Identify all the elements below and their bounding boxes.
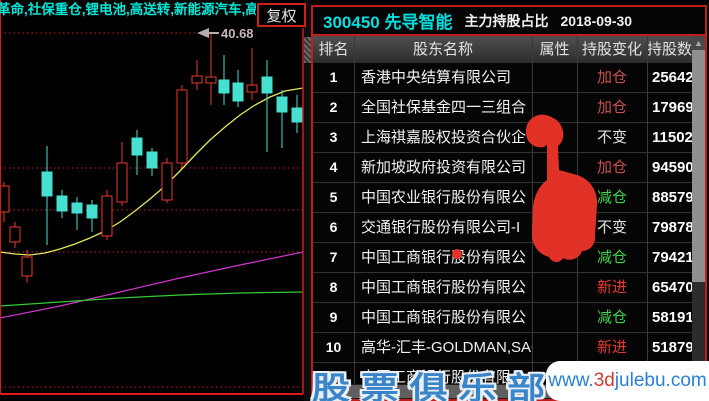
column-header[interactable]: 排名 bbox=[318, 41, 349, 58]
table-cell: 17969 bbox=[652, 99, 692, 116]
table-cell: 加仓 bbox=[596, 99, 627, 116]
fuquan-adjust-button[interactable]: 复权 bbox=[257, 3, 306, 27]
table-cell: 3 bbox=[329, 129, 338, 145]
table-cell bbox=[532, 213, 577, 243]
table-row[interactable]: 8 中国工商银行股份有限公 新进 65470 bbox=[313, 273, 692, 303]
table-cell: 减仓 bbox=[596, 309, 627, 326]
column-header[interactable]: 持股变化 bbox=[581, 41, 642, 58]
table-cell: 6 bbox=[329, 219, 338, 235]
scroll-left-icon[interactable]: ◀ bbox=[313, 384, 328, 399]
table-cell: 加仓 bbox=[596, 69, 627, 86]
stock-code-name: 300450 先导智能 bbox=[323, 13, 453, 32]
table-row[interactable]: 1 香港中央结算有限公司 加仓 25642 bbox=[313, 63, 692, 93]
table-cell: 中国工商银行股份有限公 bbox=[361, 279, 527, 296]
column-divider bbox=[532, 36, 533, 384]
table-cell: 交通银行股份有限公司-I bbox=[361, 219, 521, 236]
table-cell: 中国工商银行股份有限公 bbox=[361, 309, 527, 326]
table-cell: 新进 bbox=[596, 279, 627, 296]
table-row[interactable]: 10 高华-汇丰-GOLDMAN,SAC 新进 51879 bbox=[313, 333, 692, 363]
report-date: 2018-09-30 bbox=[560, 12, 633, 29]
table-cell: 8 bbox=[329, 279, 338, 295]
table-title-bar: 300450 先导智能 主力持股占比 2018-09-30 bbox=[313, 7, 705, 36]
url-prefix: www. bbox=[548, 370, 594, 391]
table-cell: 减仓 bbox=[596, 249, 627, 266]
column-header[interactable]: 属性 bbox=[539, 41, 570, 58]
candlestick-chart[interactable]: 40.68 bbox=[0, 0, 304, 401]
table-cell: 94590 bbox=[652, 159, 692, 176]
watermark-logo: 股票俱乐部 bbox=[312, 371, 556, 401]
table-cell bbox=[532, 123, 577, 153]
table-row[interactable]: 7 中国工商银行股份有限公 减仓 79421 bbox=[313, 243, 692, 273]
scroll-up-icon[interactable]: ▲ bbox=[692, 36, 705, 50]
svg-text:40.68: 40.68 bbox=[221, 26, 254, 41]
divider-scrollbar-thumb[interactable] bbox=[304, 37, 311, 63]
table-cell: 高华-汇丰-GOLDMAN,SAC bbox=[361, 339, 532, 356]
table-cell: 中国工商银行股份有限公 bbox=[361, 369, 527, 384]
table-cell: 7 bbox=[329, 249, 338, 265]
table-row[interactable]: 9 中国工商银行股份有限公 减仓 58191 bbox=[313, 303, 692, 333]
table-cell: 全国社保基金四一三组合 bbox=[361, 99, 527, 116]
table-row[interactable]: 5 中国农业银行股份有限公 减仓 88579 bbox=[313, 183, 692, 213]
table-cell: 香港中央结算有限公司 bbox=[361, 69, 512, 86]
table-row[interactable]: 4 新加坡政府投资有限公司 加仓 94590 bbox=[313, 153, 692, 183]
column-divider bbox=[647, 36, 648, 384]
table-cell bbox=[532, 153, 577, 183]
column-header-row: 排名 股东名称 属性 持股变化 持股数 bbox=[313, 36, 705, 63]
table-cell: 10 bbox=[325, 339, 342, 355]
table-cell: 79421 bbox=[652, 249, 692, 266]
table-row[interactable]: 5 中国工商银行股份有限公 bbox=[313, 363, 692, 384]
table-cell bbox=[532, 333, 577, 363]
table-cell: 9 bbox=[329, 309, 338, 325]
table-cell: 不变 bbox=[596, 219, 627, 236]
table-cell: 79878 bbox=[652, 219, 692, 236]
horizontal-scrollbar-thumb[interactable] bbox=[328, 385, 563, 398]
table-cell: 不变 bbox=[596, 129, 627, 146]
table-cell: 加仓 bbox=[596, 159, 627, 176]
vertical-scrollbar-thumb[interactable] bbox=[692, 50, 705, 282]
table-body: 1 香港中央结算有限公司 加仓 25642 2 全国社保基金四一三组合 加仓 17969 3 上海… bbox=[313, 63, 705, 384]
table-cell: 新进 bbox=[596, 339, 627, 356]
table-row[interactable]: 6 交通银行股份有限公司-I 不变 79878 bbox=[313, 213, 692, 243]
url-highlight: 3d bbox=[593, 370, 615, 391]
table-cell: 4 bbox=[329, 159, 338, 175]
concept-tags-bar[interactable]: 革命,社保重仓,锂电池,高送转,新能源汽车,高端装备 bbox=[0, 2, 256, 17]
column-header[interactable]: 持股数 bbox=[647, 41, 692, 58]
table-cell: 58191 bbox=[652, 309, 692, 326]
vertical-scrollbar[interactable]: ▲ bbox=[692, 36, 705, 384]
table-cell: 上海祺嘉股权投资合伙企 bbox=[361, 129, 527, 146]
table-cell: 51879 bbox=[652, 339, 692, 356]
table-cell: 新加坡政府投资有限公司 bbox=[361, 159, 527, 176]
table-cell: 中国农业银行股份有限公 bbox=[361, 189, 527, 206]
table-cell bbox=[532, 63, 577, 93]
table-cell: 11502 bbox=[652, 129, 692, 146]
table-row[interactable]: 3 上海祺嘉股权投资合伙企 不变 11502 bbox=[313, 123, 692, 153]
table-cell bbox=[532, 273, 577, 303]
watermark-url: www.3djulebu.com bbox=[546, 361, 709, 401]
table-cell bbox=[532, 243, 577, 273]
table-cell: 1 bbox=[329, 69, 338, 85]
chart-table-divider-scrollbar[interactable] bbox=[304, 0, 311, 401]
table-subtitle: 主力持股占比 bbox=[464, 12, 549, 29]
table-cell bbox=[532, 93, 577, 123]
table-cell: 25642 bbox=[652, 69, 692, 86]
table-cell: 2 bbox=[329, 99, 338, 115]
column-header[interactable]: 股东名称 bbox=[412, 41, 473, 58]
table-cell: 减仓 bbox=[596, 189, 627, 206]
table-cell bbox=[532, 183, 577, 213]
table-cell: 5 bbox=[329, 369, 338, 384]
column-divider bbox=[354, 36, 355, 384]
column-divider bbox=[577, 36, 578, 384]
table-cell bbox=[532, 303, 577, 333]
table-cell: 88579 bbox=[652, 189, 692, 206]
url-suffix: julebu.com bbox=[614, 370, 707, 391]
table-cell: 5 bbox=[329, 189, 338, 205]
table-row[interactable]: 2 全国社保基金四一三组合 加仓 17969 bbox=[313, 93, 692, 123]
table-cell: 中国工商银行股份有限公 bbox=[361, 249, 527, 266]
table-cell: 65470 bbox=[652, 279, 692, 296]
holders-table-panel: 300450 先导智能 主力持股占比 2018-09-30 排名 股东名称 属性 持股… bbox=[311, 5, 707, 401]
